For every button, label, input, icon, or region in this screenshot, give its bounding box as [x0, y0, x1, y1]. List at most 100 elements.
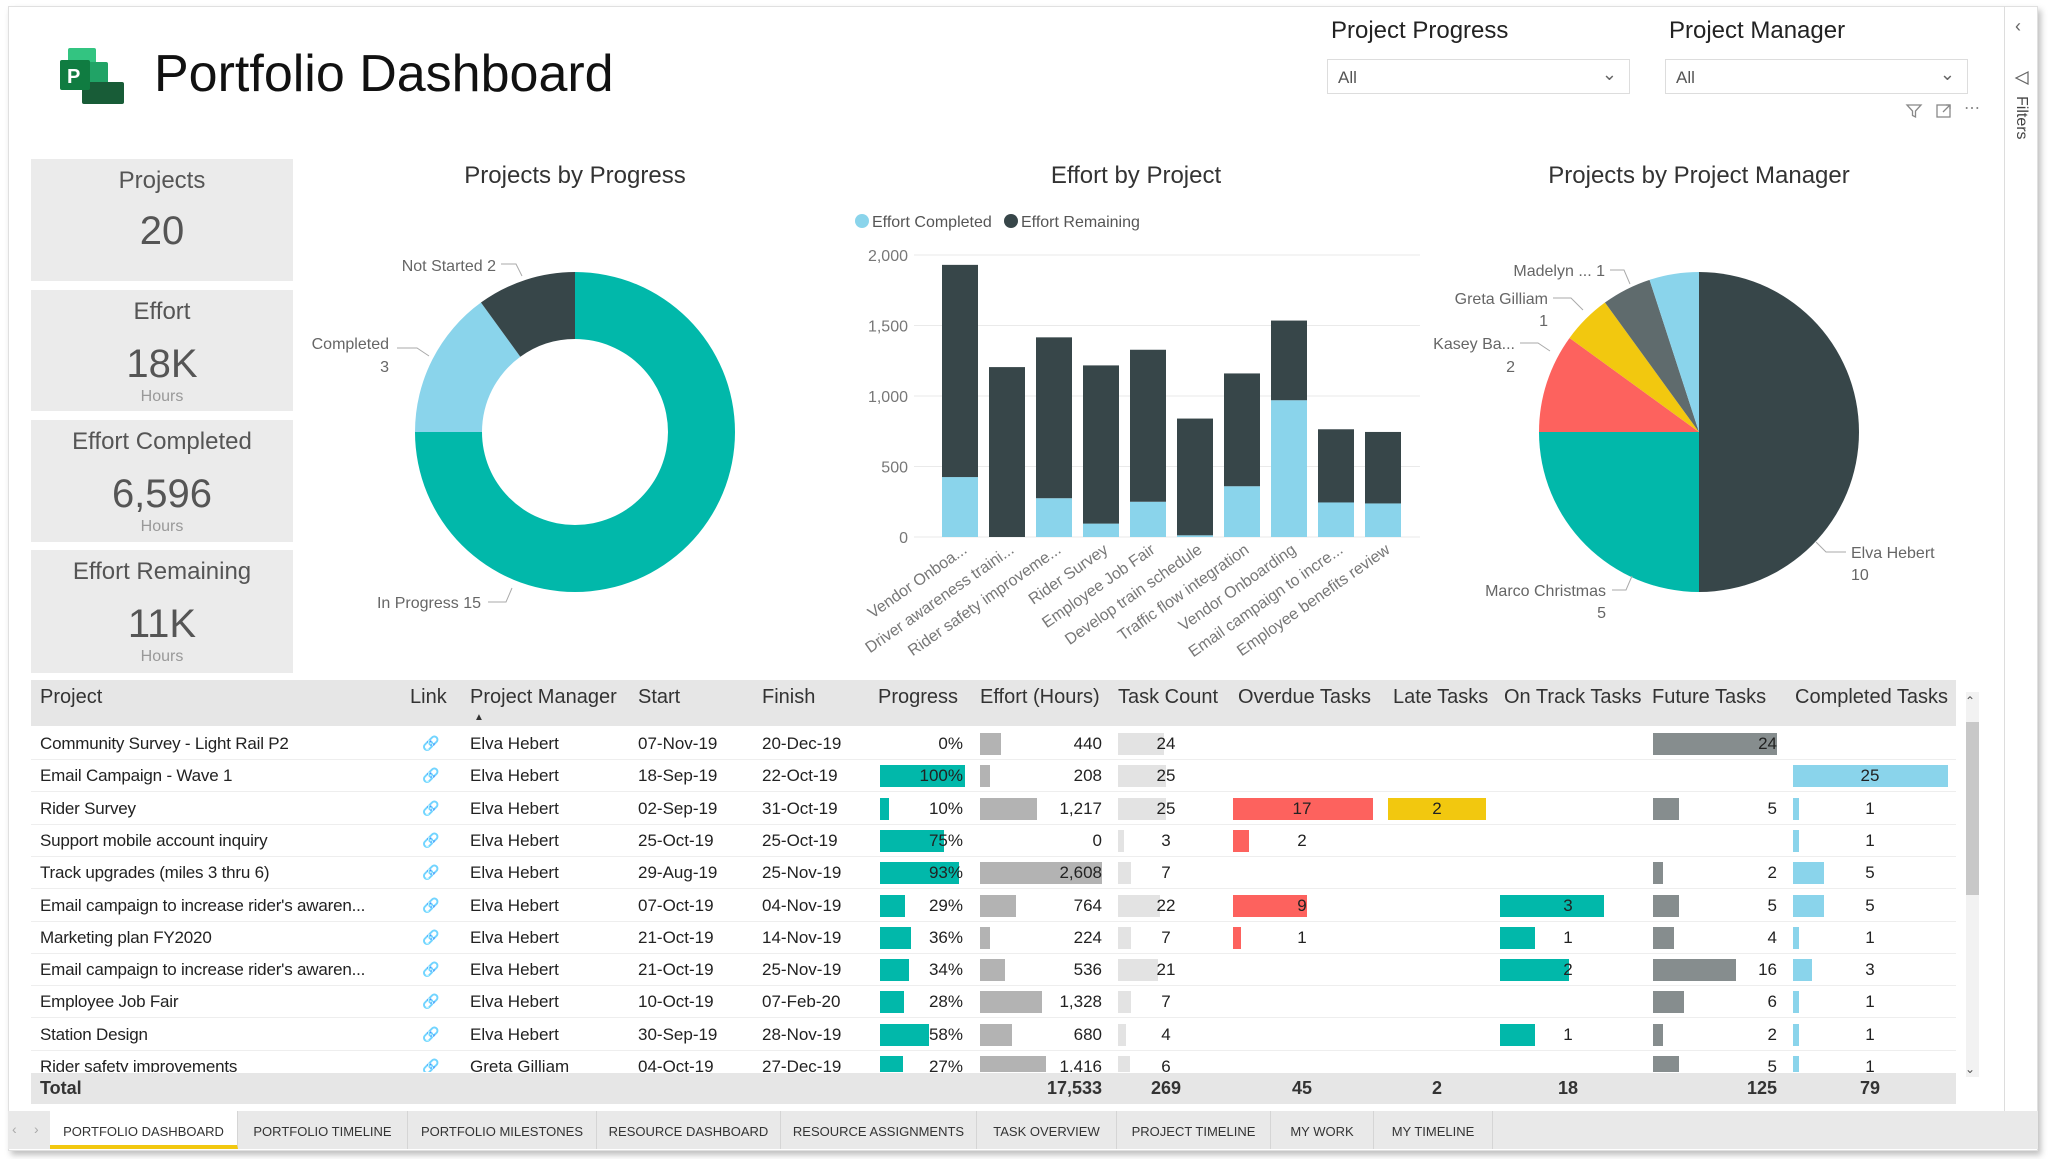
link-icon[interactable]: 🔗 — [422, 799, 440, 816]
tab-task-overview[interactable]: TASK OVERVIEW — [977, 1111, 1117, 1149]
cell-project-manager: Elva Hebert — [470, 830, 559, 850]
link-icon[interactable]: 🔗 — [422, 961, 440, 978]
manager-slice-5[interactable] — [1649, 272, 1699, 432]
data-bar — [1653, 1023, 1664, 1046]
tab-portfolio-timeline[interactable]: PORTFOLIO TIMELINE — [238, 1111, 408, 1149]
column-header-link[interactable]: Link — [410, 686, 447, 708]
data-bar — [1653, 959, 1736, 982]
scroll-up-icon[interactable]: ⌃ — [1965, 694, 1976, 708]
column-header-finish[interactable]: Finish — [762, 686, 816, 708]
table-row[interactable]: Support mobile account inquiry 🔗 Elva Hebe… — [31, 825, 1956, 857]
link-icon[interactable]: 🔗 — [422, 1058, 440, 1072]
tab-my-work[interactable]: MY WORK — [1271, 1111, 1374, 1149]
link-icon[interactable]: 🔗 — [422, 831, 440, 848]
bar-remaining[interactable] — [1036, 337, 1072, 499]
legend-dot-remaining — [1004, 214, 1018, 228]
tab-portfolio-milestones[interactable]: PORTFOLIO MILESTONES — [408, 1111, 597, 1149]
progress-slice-0[interactable] — [415, 272, 735, 592]
link-icon[interactable]: 🔗 — [422, 993, 440, 1010]
column-header-start[interactable]: Start — [638, 686, 681, 708]
progress-slice-2[interactable] — [480, 272, 575, 357]
bar-remaining[interactable] — [989, 367, 1025, 537]
bar-completed[interactable] — [1271, 400, 1307, 537]
tab-my-timeline[interactable]: MY TIMELINE — [1374, 1111, 1493, 1149]
bar-remaining[interactable] — [1224, 373, 1260, 487]
link-icon[interactable]: 🔗 — [422, 896, 440, 913]
tab-scroll-right-icon[interactable]: › — [34, 1121, 39, 1137]
total-overdue: 45 — [1291, 1078, 1313, 1098]
bar-completed[interactable] — [1177, 535, 1213, 537]
more-options-icon[interactable]: ⋯ — [1964, 100, 1980, 117]
data-bar — [1233, 797, 1373, 820]
bar-remaining[interactable] — [1083, 365, 1119, 524]
link-icon[interactable]: 🔗 — [422, 864, 440, 881]
tab-scroll-left-icon[interactable]: ‹ — [12, 1121, 17, 1137]
manager-slice-2[interactable] — [1539, 337, 1699, 432]
column-header-task-count[interactable]: Task Count — [1118, 686, 1219, 708]
bar-completed[interactable] — [942, 477, 978, 537]
table-row[interactable]: Email Campaign - Wave 1 🔗 Elva Hebert 18-Se… — [31, 760, 1956, 793]
bar-completed[interactable] — [1083, 523, 1119, 537]
manager-slice-0[interactable] — [1699, 272, 1859, 592]
tab-project-timeline[interactable]: PROJECT TIMELINE — [1117, 1111, 1271, 1149]
column-header-project-manager[interactable]: Project Manager — [470, 686, 617, 708]
column-header-progress[interactable]: Progress — [878, 686, 959, 708]
scrollbar-thumb[interactable] — [1966, 722, 1979, 895]
bar-remaining[interactable] — [1365, 431, 1401, 504]
table-total-row: Total 17,533 269 45 2 18 79 125 — [31, 1073, 1956, 1104]
data-bar — [1793, 959, 1812, 982]
table-row[interactable]: Community Survey - Light Rail P2 🔗 Elva He… — [31, 728, 1956, 760]
table-row[interactable]: Employee Job Fair 🔗 Elva Hebert 10-Oct-19 07… — [31, 986, 1956, 1019]
column-header-on-track-tasks[interactable]: On Track Tasks — [1504, 686, 1642, 708]
link-icon[interactable]: 🔗 — [422, 928, 440, 945]
bar-remaining[interactable] — [942, 264, 978, 478]
bar-remaining[interactable] — [1318, 429, 1354, 503]
chevron-left-icon[interactable]: ‹ — [2015, 16, 2021, 36]
column-header-future-tasks[interactable]: Future Tasks — [1652, 686, 1767, 708]
column-header-overdue-tasks[interactable]: Overdue Tasks — [1238, 686, 1372, 708]
kpi-value: 18K — [126, 342, 198, 386]
bar-completed[interactable] — [1365, 503, 1401, 537]
link-icon[interactable]: 🔗 — [422, 735, 440, 751]
project-progress-dropdown[interactable]: All ⌄ — [1327, 59, 1630, 94]
table-row[interactable]: Marketing plan FY2020 🔗 Elva Hebert 21-Oct-… — [31, 922, 1956, 954]
focus-mode-icon[interactable] — [1935, 102, 1953, 120]
scroll-down-icon[interactable]: ⌄ — [1965, 1062, 1976, 1076]
cell-value: 208 — [1073, 766, 1102, 786]
link-icon[interactable]: 🔗 — [422, 1025, 440, 1042]
column-header-late-tasks[interactable]: Late Tasks — [1393, 686, 1489, 708]
manager-slice-3[interactable] — [1569, 302, 1699, 432]
column-header-completed-tasks[interactable]: Completed Tasks — [1795, 686, 1949, 708]
link-icon[interactable]: 🔗 — [422, 767, 440, 784]
cell-value: 2 — [1563, 960, 1573, 980]
filter-pane-icon[interactable] — [2014, 70, 2030, 86]
tab-resource-dashboard[interactable]: RESOURCE DASHBOARD — [597, 1111, 781, 1149]
cell-finish: 25-Nov-19 — [762, 960, 842, 980]
bar-remaining[interactable] — [1130, 349, 1166, 502]
kpi-value: 11K — [127, 602, 197, 646]
table-row[interactable]: Track upgrades (miles 3 thru 6) 🔗 Elva Heb… — [31, 857, 1956, 890]
manager-slice-1[interactable] — [1539, 432, 1699, 592]
progress-slice-1[interactable] — [415, 302, 521, 432]
bar-completed[interactable] — [1130, 501, 1166, 537]
bar-completed[interactable] — [1036, 498, 1072, 537]
tab-resource-assignments[interactable]: RESOURCE ASSIGNMENTS — [781, 1111, 977, 1149]
column-header-effort-hours[interactable]: Effort (Hours) — [980, 686, 1100, 708]
manager-slice-4[interactable] — [1604, 279, 1699, 432]
filter-icon[interactable] — [1905, 102, 1923, 120]
column-header-project[interactable]: Project — [40, 686, 103, 708]
tab-portfolio-dashboard[interactable]: PORTFOLIO DASHBOARD — [50, 1111, 238, 1149]
bar-completed[interactable] — [1318, 502, 1354, 537]
filters-pane-toggle[interactable]: Filters — [2013, 96, 2030, 140]
project-manager-dropdown[interactable]: All ⌄ — [1665, 59, 1968, 94]
table-row[interactable]: Rider Survey 🔗 Elva Hebert 02-Sep-19 31-Oct-… — [31, 793, 1956, 825]
bar-remaining[interactable] — [1177, 418, 1213, 536]
bar-remaining[interactable] — [1271, 320, 1307, 401]
cell-project: Marketing plan FY2020 — [40, 927, 212, 947]
bar-completed[interactable] — [1224, 486, 1260, 537]
table-row[interactable]: Station Design 🔗 Elva Hebert 30-Sep-19 28-No… — [31, 1019, 1956, 1051]
table-row[interactable]: Rider safety improvements 🔗 Greta Gilliam 0… — [31, 1051, 1956, 1072]
table-row[interactable]: Email campaign to increase rider's aware… — [31, 890, 1956, 922]
table-row[interactable]: Email campaign to increase rider's aware… — [31, 954, 1956, 987]
cell-value: 1 — [1865, 1024, 1875, 1044]
